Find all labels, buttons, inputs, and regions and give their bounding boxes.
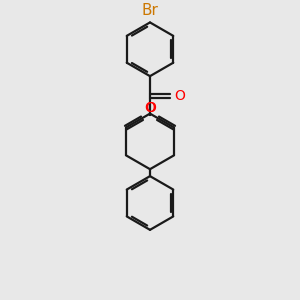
Text: O: O xyxy=(145,101,156,115)
Text: O: O xyxy=(175,88,185,103)
Text: O: O xyxy=(144,101,155,115)
Text: Br: Br xyxy=(142,3,158,18)
